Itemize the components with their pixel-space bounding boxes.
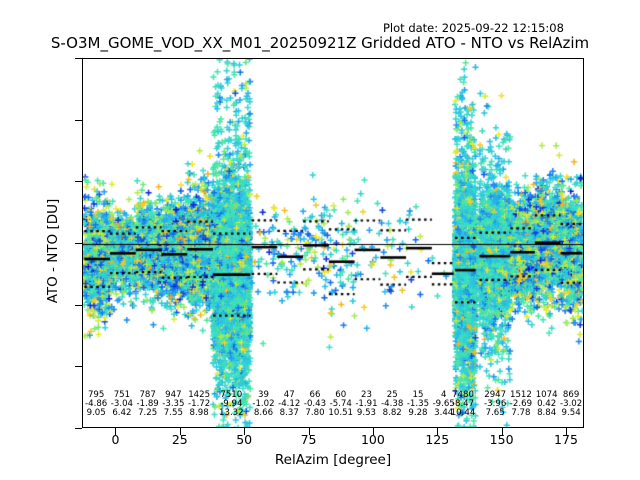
bin-stat-std: 7.80 [305, 408, 325, 418]
x-tick-mark [437, 428, 439, 435]
bin-stat-mean: -1.91 [355, 399, 378, 409]
x-tick-label: 150 [489, 432, 514, 447]
bin-stat-std: 7.65 [485, 408, 505, 418]
bin-stat-std: 7.55 [163, 408, 183, 418]
x-tick-label: 50 [236, 432, 253, 447]
bin-stat-std: 8.37 [279, 408, 299, 418]
bin-stat-std: 8.82 [382, 408, 402, 418]
bin-stat-std: 8.84 [537, 408, 557, 418]
bin-stat-std: 9.53 [356, 408, 377, 418]
bin-stat-mean: 0.42 [537, 399, 557, 409]
x-tick-mark [501, 428, 503, 435]
bin-stat-mean: -1.89 [136, 399, 159, 409]
bin-stat-count: 1074 [535, 390, 558, 400]
bin-stat-std: 10.44 [450, 408, 476, 418]
bin-stat-count: 2947 [484, 390, 507, 400]
bin-stat-count: 869 [562, 390, 580, 400]
bin-stat-mean: -4.38 [381, 399, 404, 409]
y-axis-title: ATO - NTO [DU] [45, 198, 61, 304]
bin-stat-mean: -5.74 [329, 399, 352, 409]
y-tick-mark [75, 304, 82, 306]
bin-stat-std: 8.98 [189, 408, 209, 418]
x-tick-mark [115, 428, 117, 435]
bin-stat-count: 39 [258, 390, 269, 400]
bin-stat-mean: -9.94 [220, 399, 243, 409]
bin-stat-count: 1512 [509, 390, 532, 400]
bin-stat-std: 7.78 [511, 408, 531, 418]
bin-stat-count: 787 [139, 390, 156, 400]
bin-stat-mean: -8.47 [451, 399, 475, 409]
y-tick-mark [75, 181, 82, 183]
bin-stat-mean: -3.04 [110, 399, 134, 409]
x-tick-mark [244, 428, 246, 435]
bin-stat-count: 66 [309, 390, 321, 400]
y-tick-mark [75, 58, 82, 59]
y-tick-mark [75, 243, 82, 244]
bin-stat-count: 4 [440, 390, 447, 400]
bin-stat-mean: -1.02 [252, 399, 275, 409]
bin-stat-std: 9.54 [561, 408, 581, 418]
bin-stat-std: 10.51 [328, 408, 354, 418]
bin-stat-count: 795 [87, 390, 105, 400]
bin-stat-count: 1425 [188, 390, 211, 400]
x-tick-label: 125 [425, 432, 450, 447]
bin-stat-std: 6.42 [112, 408, 132, 418]
x-tick-label: 100 [360, 432, 385, 447]
bin-stat-count: 7480 [452, 390, 474, 400]
y-tick-mark [75, 428, 82, 429]
x-axis-title: RelAzim [degree] [274, 452, 392, 468]
x-tick-label: 0 [111, 432, 120, 447]
bin-stat-std: 8.66 [253, 408, 274, 418]
bin-stat-count: 47 [283, 390, 295, 400]
bin-stat-count: 25 [386, 390, 398, 400]
x-tick-mark [179, 428, 181, 435]
bin-stat-mean: -1.35 [406, 399, 430, 409]
bin-stat-mean: -0.43 [303, 399, 327, 409]
x-tick-label: 175 [554, 432, 578, 447]
x-tick-label: 25 [171, 432, 188, 447]
bin-stat-mean: -4.12 [278, 399, 301, 409]
bin-stat-mean: -3.96 [484, 399, 507, 409]
bin-stat-count: 60 [335, 390, 347, 400]
x-tick-mark [565, 428, 567, 435]
plot-date-label: Plot date: 2025-09-22 12:15:08 [383, 21, 564, 35]
bin-stat-mean: -3.35 [162, 399, 185, 409]
bin-stat-mean: -4.86 [85, 399, 108, 409]
bin-stat-count: 15 [412, 390, 424, 400]
x-tick-mark [372, 428, 374, 435]
bin-stat-mean: -1.72 [188, 399, 211, 409]
scatter-canvas [83, 59, 583, 427]
bin-stat-std: 3.44 [434, 408, 454, 418]
y-tick-mark [75, 119, 82, 121]
bin-stat-std: 13.32 [219, 408, 244, 418]
bin-stat-count: 947 [165, 390, 182, 400]
bin-stat-mean: -2.69 [509, 399, 533, 409]
bin-stat-mean: -9.65 [432, 399, 455, 409]
bin-stat-std: 7.25 [138, 408, 158, 418]
bin-stat-count: 7510 [220, 390, 243, 400]
y-tick-mark [75, 366, 82, 368]
bin-stat-count: 751 [113, 390, 131, 400]
plot-axes-area [82, 58, 584, 428]
page-title: S-O3M_GOME_VOD_XX_M01_20250921Z Gridded … [50, 34, 590, 52]
bin-stat-std: 9.28 [408, 408, 428, 418]
bin-stat-count: 23 [360, 390, 372, 400]
x-tick-label: 75 [300, 432, 317, 447]
bin-stat-std: 9.05 [86, 408, 106, 418]
bin-stat-mean: -3.02 [560, 399, 583, 409]
x-tick-mark [308, 428, 310, 435]
